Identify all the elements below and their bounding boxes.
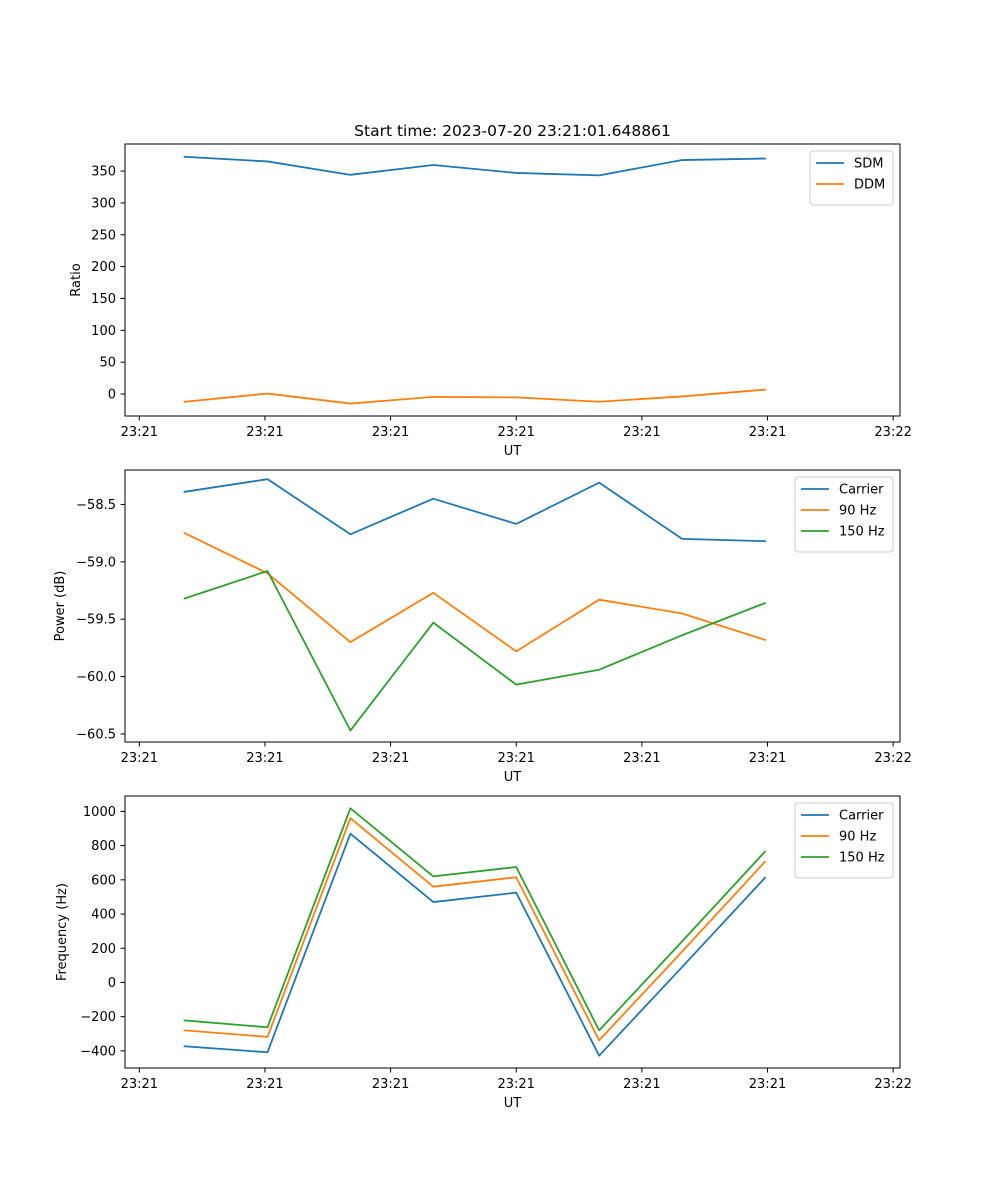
- ratio-x-tick-label: 23:21: [246, 425, 283, 440]
- power-legend-label-carrier: Carrier: [839, 483, 884, 498]
- ratio-y-tick-label: 300: [91, 196, 116, 211]
- power-x-tick-label: 23:22: [874, 751, 911, 766]
- ratio-legend-label-ddm: DDM: [854, 178, 885, 193]
- ratio-y-tick-label: 0: [108, 388, 116, 403]
- frequency-y-tick-label: 800: [91, 839, 116, 854]
- power-y-tick-label: −60.0: [76, 670, 116, 685]
- ratio-x-tick-label: 23:21: [372, 425, 409, 440]
- frequency-y-tick-label: 600: [91, 873, 116, 888]
- frequency-y-tick-label: 0: [108, 976, 116, 991]
- frequency-y-tick-label: 400: [91, 908, 116, 923]
- ratio-panel: 23:21 23:21 23:21 23:21 23:21 23:21 23:22 0 50 10…: [69, 143, 912, 459]
- frequency-series-150-hz-line: [183, 807, 767, 1032]
- power-x-tick-label: 23:21: [497, 751, 534, 766]
- frequency-y-axis-label: Frequency (Hz): [55, 883, 70, 981]
- frequency-x-tick-label: 23:21: [497, 1077, 534, 1092]
- power-series-150-hz-line: [183, 570, 767, 732]
- power-x-tick-label: 23:21: [372, 751, 409, 766]
- ratio-y-tick-label: 250: [91, 228, 116, 243]
- frequency-axes-frame: [124, 795, 901, 1069]
- ratio-x-tick-label: 23:21: [121, 425, 158, 440]
- figure-title: Start time: 2023-07-20 23:21:01.648861: [354, 122, 671, 140]
- ratio-y-tick-label: 100: [91, 324, 116, 339]
- ratio-y-tick-label: 50: [99, 356, 116, 371]
- power-series-90-hz-line: [183, 531, 767, 653]
- frequency-y-tick-label: −200: [80, 1010, 116, 1025]
- power-legend-label-150-hz: 150 Hz: [839, 525, 885, 540]
- power-y-axis-label: Power (dB): [53, 571, 68, 642]
- frequency-panel: 23:21 23:21 23:21 23:21 23:21 23:21 23:22 −400 −…: [55, 795, 912, 1111]
- ratio-x-tick-label: 23:21: [749, 425, 786, 440]
- frequency-y-tick-label: −400: [80, 1044, 116, 1059]
- power-y-tick-label: −59.0: [76, 555, 116, 570]
- frequency-series-90-hz-line: [183, 817, 767, 1042]
- ratio-series-ddm-line: [183, 388, 766, 405]
- power-x-tick-label: 23:21: [121, 751, 158, 766]
- power-y-tick-label: −60.5: [76, 727, 116, 742]
- frequency-series-carrier-line: [183, 832, 767, 1057]
- ratio-x-tick-label: 23:21: [623, 425, 660, 440]
- frequency-x-tick-label: 23:21: [623, 1077, 660, 1092]
- frequency-legend-label-90-hz: 90 Hz: [839, 830, 876, 845]
- power-axes-frame: [124, 469, 901, 743]
- frequency-x-tick-label: 23:21: [749, 1077, 786, 1092]
- ratio-y-tick-label: 350: [91, 165, 116, 180]
- ratio-y-tick-label: 150: [91, 292, 116, 307]
- frequency-x-axis-label: UT: [504, 1096, 522, 1111]
- frequency-legend: [794, 802, 894, 879]
- power-x-tick-label: 23:21: [749, 751, 786, 766]
- frequency-x-tick-label: 23:22: [874, 1077, 911, 1092]
- power-x-axis-label: UT: [504, 770, 522, 785]
- power-x-tick-label: 23:21: [623, 751, 660, 766]
- ratio-axes-frame: [124, 143, 901, 417]
- frequency-x-tick-label: 23:21: [372, 1077, 409, 1092]
- power-legend: [794, 476, 894, 553]
- power-panel: 23:21 23:21 23:21 23:21 23:21 23:21 23:22 −60.5…: [53, 469, 912, 785]
- ratio-legend: [809, 150, 894, 206]
- frequency-x-tick-label: 23:21: [246, 1077, 283, 1092]
- ratio-series-sdm-line: [183, 155, 766, 177]
- power-y-tick-label: −59.5: [76, 613, 116, 628]
- ratio-y-axis-label: Ratio: [69, 263, 84, 296]
- power-x-tick-label: 23:21: [246, 751, 283, 766]
- power-legend-label-90-hz: 90 Hz: [839, 504, 876, 519]
- frequency-y-tick-label: 1000: [83, 805, 116, 820]
- ratio-x-axis-label: UT: [504, 444, 522, 459]
- ratio-y-tick-label: 200: [91, 260, 116, 275]
- ratio-legend-label-sdm: SDM: [854, 157, 883, 172]
- power-series-carrier-line: [183, 478, 766, 543]
- frequency-legend-label-150-hz: 150 Hz: [839, 851, 885, 866]
- frequency-x-tick-label: 23:21: [121, 1077, 158, 1092]
- frequency-legend-label-carrier: Carrier: [839, 809, 884, 824]
- ratio-x-tick-label: 23:22: [874, 425, 911, 440]
- ratio-x-tick-label: 23:21: [497, 425, 534, 440]
- frequency-y-tick-label: 200: [91, 942, 116, 957]
- power-y-tick-label: −58.5: [76, 498, 116, 513]
